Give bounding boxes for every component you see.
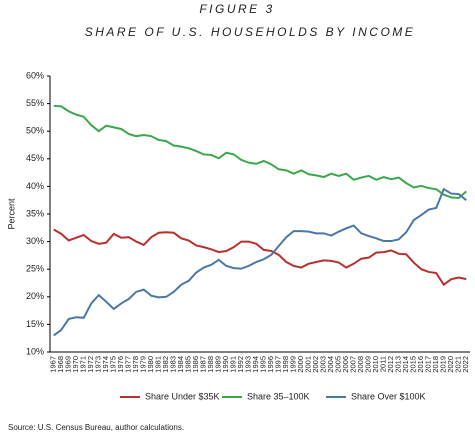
x-tick-label: 1993 (244, 356, 253, 373)
x-tick-label: 1983 (169, 356, 178, 373)
x-tick-label: 2022 (461, 356, 470, 373)
y-tick-label: 30% (26, 236, 44, 246)
x-tick-label: 2012 (386, 356, 395, 373)
x-tick-label: 2007 (349, 356, 358, 373)
y-tick-label: 20% (26, 291, 44, 301)
x-tick-label: 1975 (109, 356, 118, 373)
x-tick-label: 2015 (409, 356, 418, 373)
x-tick-label: 1980 (146, 356, 155, 373)
y-tick-label: 50% (26, 126, 44, 136)
x-tick-label: 1967 (49, 356, 58, 373)
x-tick-label: 1972 (86, 356, 95, 373)
series-line (53, 228, 467, 287)
x-tick-label: 1987 (199, 356, 208, 373)
y-tick-label: 55% (26, 98, 44, 108)
x-tick-label: 2004 (326, 356, 335, 373)
x-tick-label: 1991 (229, 356, 238, 373)
x-tick-label: 2016 (416, 356, 425, 373)
x-tick-label: 1976 (116, 356, 125, 373)
chart-title: FIGURE 3 (199, 2, 274, 16)
x-tick-label: 1988 (206, 356, 215, 373)
x-tick-label: 1971 (79, 356, 88, 373)
x-tick-label: 2017 (424, 356, 433, 373)
x-tick-label: 2021 (454, 356, 463, 373)
x-tick-label: 2014 (401, 356, 410, 373)
x-tick-label: 2020 (446, 356, 455, 373)
y-axis-label: Percent (6, 198, 16, 230)
x-tick-label: 1998 (281, 356, 290, 373)
x-tick-label: 1968 (56, 356, 65, 373)
x-tick-label: 1992 (236, 356, 245, 373)
legend-label: Share 35–100K (247, 391, 310, 401)
series-line (53, 187, 467, 337)
legend-label: Share Under $35K (145, 391, 220, 401)
x-tick-label: 1977 (124, 356, 133, 373)
x-tick-label: 2000 (296, 356, 305, 373)
x-tick-label: 1995 (259, 356, 268, 373)
x-tick-label: 1974 (101, 356, 110, 373)
x-tick-label: 2011 (379, 356, 388, 372)
x-tick-label: 1973 (94, 356, 103, 373)
y-tick-label: 25% (26, 264, 44, 274)
y-tick-label: 45% (26, 153, 44, 163)
x-tick-label: 2018 (431, 356, 440, 373)
y-tick-label: 60% (26, 70, 44, 80)
y-tick-label: 15% (26, 319, 44, 329)
x-tick-label: 1969 (64, 356, 73, 373)
x-tick-label: 1997 (274, 356, 283, 373)
x-tick-label: 1982 (161, 356, 170, 373)
x-tick-label: 1985 (184, 356, 193, 373)
x-tick-label: 1990 (221, 356, 230, 373)
source-note: Source: U.S. Census Bureau, author calcu… (8, 423, 184, 432)
x-tick-label: 2005 (334, 356, 343, 373)
x-tick-label: 1981 (154, 356, 163, 373)
x-tick-label: 2003 (319, 356, 328, 373)
x-tick-label: 2013 (394, 356, 403, 373)
x-tick-label: 1986 (191, 356, 200, 373)
y-tick-label: 35% (26, 208, 44, 218)
y-tick-label: 40% (26, 181, 44, 191)
chart-subtitle: SHARE OF U.S. HOUSEHOLDS BY INCOME (85, 25, 416, 39)
x-tick-label: 2019 (439, 356, 448, 373)
x-tick-label: 2009 (364, 356, 373, 373)
x-tick-label: 1979 (139, 356, 148, 373)
x-tick-label: 2001 (304, 356, 313, 373)
x-tick-label: 1970 (71, 356, 80, 373)
x-tick-label: 1984 (176, 356, 185, 373)
x-tick-label: 1999 (289, 356, 298, 373)
legend-label: Share Over $100K (351, 391, 426, 401)
x-tick-label: 2008 (356, 356, 365, 373)
x-tick-label: 1989 (214, 356, 223, 373)
x-tick-label: 2010 (371, 356, 380, 373)
x-tick-label: 1994 (251, 356, 260, 373)
x-tick-label: 1978 (131, 356, 140, 373)
y-tick-label: 10% (26, 346, 44, 356)
series-line (53, 104, 467, 200)
x-tick-label: 2002 (311, 356, 320, 373)
x-tick-label: 1996 (266, 356, 275, 373)
x-tick-label: 2006 (341, 356, 350, 373)
